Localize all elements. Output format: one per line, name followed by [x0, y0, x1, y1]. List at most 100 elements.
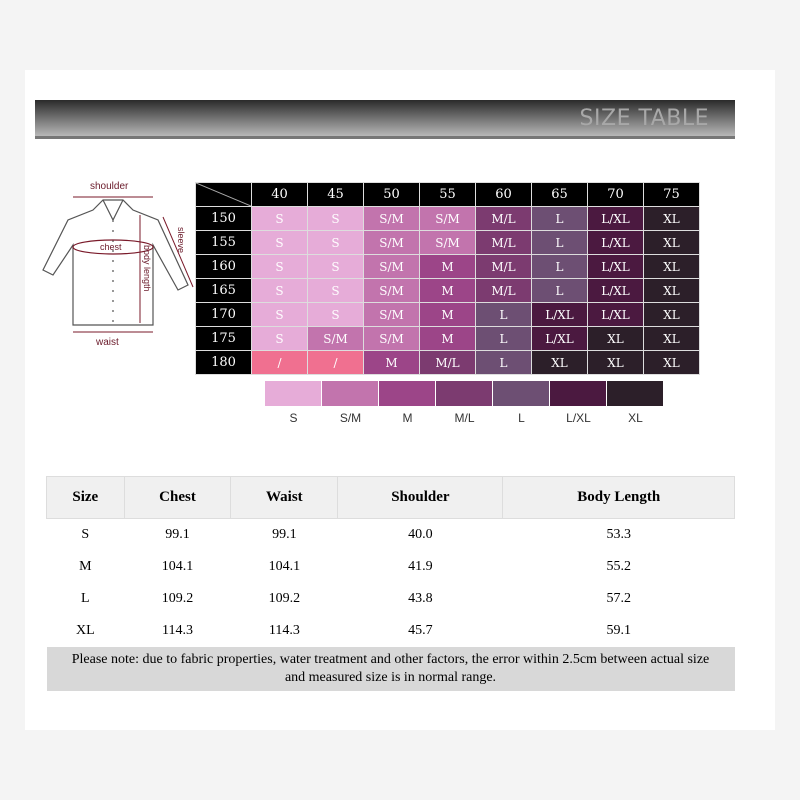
table-cell: 40.0	[408, 527, 433, 542]
grid-cell: M	[419, 254, 476, 279]
grid-cell: S/M	[363, 278, 420, 303]
column-header: Body Length	[502, 476, 735, 519]
grid-cell: M/L	[475, 206, 532, 231]
grid-column-header: 55	[419, 182, 476, 207]
grid-column-header: 50	[363, 182, 420, 207]
shirt-measurement-diagram: shoulder chest waist body length sleeve	[42, 181, 194, 345]
grid-cell: S	[307, 206, 364, 231]
grid-row: 175 S S/M S/M M L L/XL XL XL	[195, 326, 700, 351]
grid-cell: S	[251, 278, 308, 303]
grid-cell: L/XL	[587, 230, 644, 255]
table-cell: XL	[75, 623, 95, 638]
grid-cell: S/M	[363, 326, 420, 351]
grid-cell: L/XL	[531, 326, 588, 351]
grid-cell: XL	[643, 206, 700, 231]
table-cell: 104.1	[161, 559, 194, 574]
table-cell: L	[81, 591, 90, 606]
legend-label: L	[518, 411, 525, 425]
grid-cell: S	[307, 278, 364, 303]
table-cell: 55.2	[606, 559, 631, 574]
legend-label: S/M	[339, 411, 362, 425]
table-cell: 99.1	[165, 527, 190, 542]
note-row: Please note: due to fabric properties, w…	[46, 647, 735, 691]
grid-row-header: 175	[195, 326, 252, 351]
grid-row-header: 155	[195, 230, 252, 255]
column-header: Shoulder	[337, 476, 504, 519]
grid-cell: S	[307, 254, 364, 279]
legend-swatch	[607, 381, 663, 406]
table-cell: 109.2	[268, 591, 301, 606]
grid-cell: M/L	[475, 230, 532, 255]
grid-cell: M/L	[475, 278, 532, 303]
grid-cell: S	[251, 302, 308, 327]
grid-cell: S	[251, 230, 308, 255]
legend-swatch	[550, 381, 606, 406]
grid-row-header: 180	[195, 350, 252, 375]
grid-cell: S/M	[307, 326, 364, 351]
grid-cell: L	[531, 254, 588, 279]
grid-cell: XL	[587, 350, 644, 375]
banner-title: SIZE TABLE	[579, 106, 709, 131]
grid-cell: S/M	[419, 230, 476, 255]
grid-cell: XL	[587, 326, 644, 351]
shoulder-label: shoulder	[90, 181, 129, 192]
grid-cell: XL	[643, 326, 700, 351]
table-cell: 41.9	[408, 559, 433, 574]
legend-swatch	[379, 381, 435, 406]
legend-label: S	[289, 411, 298, 425]
grid-cell: M	[419, 326, 476, 351]
grid-row: 160 S S S/M M M/L L L/XL XL	[195, 254, 700, 279]
legend-label: XL	[628, 411, 643, 425]
legend-label: L/XL	[566, 411, 591, 425]
table-row: S 99.1 99.1 40.0 53.3	[47, 519, 735, 552]
legend-labels: S S/M M M/L L L/XL XL	[265, 411, 664, 425]
table-cell: 45.7	[408, 623, 433, 638]
grid-cell: L	[531, 206, 588, 231]
grid-corner	[195, 182, 252, 207]
grid-cell: L	[475, 326, 532, 351]
grid-column-header: 70	[587, 182, 644, 207]
grid-cell: S	[307, 302, 364, 327]
column-header: Chest	[123, 476, 232, 519]
grid-header-row: 40 45 50 55 60 65 70 75	[195, 182, 700, 207]
grid-cell: S/M	[363, 206, 420, 231]
grid-cell: L/XL	[587, 278, 644, 303]
grid-cell: L/XL	[587, 302, 644, 327]
grid-cell: L	[531, 278, 588, 303]
grid-cell: XL	[643, 278, 700, 303]
grid-cell: /	[251, 350, 308, 375]
legend-label: M	[402, 411, 413, 425]
body-length-label: body length	[142, 245, 152, 292]
legend-swatch	[265, 381, 321, 406]
grid-row: 150 S S S/M S/M M/L L L/XL XL	[195, 206, 700, 231]
grid-cell: L/XL	[587, 206, 644, 231]
table-cell: 114.3	[162, 623, 193, 638]
legend-label: M/L	[454, 411, 475, 425]
grid-column-header: 75	[643, 182, 700, 207]
grid-cell: M	[363, 350, 420, 375]
table-cell: 109.2	[161, 591, 194, 606]
grid-row-header: 150	[195, 206, 252, 231]
size-color-legend	[265, 381, 664, 406]
grid-cell: M	[419, 278, 476, 303]
table-cell: M	[79, 559, 92, 574]
note-line-1: Please note: due to fabric properties, w…	[71, 652, 710, 667]
grid-row-header: 165	[195, 278, 252, 303]
grid-cell: S/M	[363, 302, 420, 327]
grid-column-header: 65	[531, 182, 588, 207]
grid-cell: XL	[643, 254, 700, 279]
grid-row-header: 160	[195, 254, 252, 279]
table-cell: 59.1	[606, 623, 631, 638]
grid-cell: L/XL	[587, 254, 644, 279]
height-weight-size-grid: 40 45 50 55 60 65 70 75 150 S S S/M S/M M/L L L/XL XL 155…	[195, 182, 700, 375]
table-cell: S	[81, 527, 90, 542]
grid-cell: XL	[643, 302, 700, 327]
grid-cell: S	[251, 254, 308, 279]
table-cell: 53.3	[606, 527, 631, 542]
column-header: Waist	[230, 476, 339, 519]
grid-column-header: 45	[307, 182, 364, 207]
grid-cell: S/M	[419, 206, 476, 231]
grid-cell: XL	[643, 350, 700, 375]
sleeve-label: sleeve	[176, 227, 186, 253]
table-row: XL 114.3 114.3 45.7 59.1	[47, 615, 735, 647]
